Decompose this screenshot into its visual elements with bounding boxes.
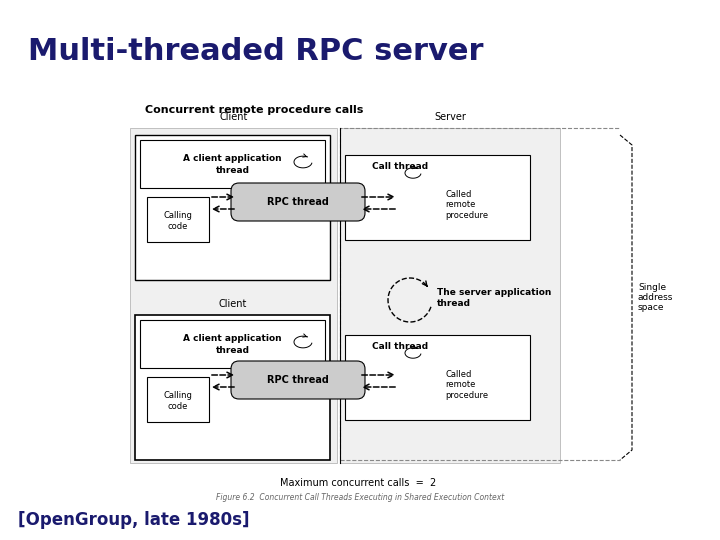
Text: RPC thread: RPC thread [267, 375, 329, 385]
FancyBboxPatch shape [147, 377, 209, 422]
Text: Call thread: Call thread [372, 162, 428, 171]
FancyBboxPatch shape [135, 315, 330, 460]
Text: Calling: Calling [163, 211, 192, 220]
FancyBboxPatch shape [140, 320, 325, 368]
Text: [OpenGroup, late 1980s]: [OpenGroup, late 1980s] [18, 511, 250, 529]
Text: Multi-threaded RPC server: Multi-threaded RPC server [28, 37, 484, 66]
FancyBboxPatch shape [345, 155, 530, 240]
FancyBboxPatch shape [231, 183, 365, 221]
Text: Single
address
space: Single address space [638, 282, 673, 313]
Text: Called
remote
procedure: Called remote procedure [445, 370, 488, 400]
FancyBboxPatch shape [147, 197, 209, 242]
FancyBboxPatch shape [140, 140, 325, 188]
Text: code: code [168, 222, 188, 231]
Text: thread: thread [215, 166, 250, 175]
Text: Server: Server [434, 112, 466, 122]
FancyBboxPatch shape [231, 361, 365, 399]
Text: code: code [168, 402, 188, 411]
FancyBboxPatch shape [340, 128, 560, 463]
FancyBboxPatch shape [345, 335, 530, 420]
Text: A client application: A client application [183, 334, 282, 343]
Text: The server application: The server application [437, 288, 552, 297]
Text: Figure 6.2  Concurrent Call Threads Executing in Shared Execution Context: Figure 6.2 Concurrent Call Threads Execu… [216, 494, 504, 503]
Text: thread: thread [437, 299, 471, 308]
Text: thread: thread [215, 346, 250, 355]
Text: Calling: Calling [163, 391, 192, 400]
Text: Client: Client [218, 299, 247, 309]
Text: RPC thread: RPC thread [267, 197, 329, 207]
Text: Client: Client [220, 112, 248, 122]
FancyBboxPatch shape [135, 135, 330, 280]
Text: A client application: A client application [183, 154, 282, 163]
Text: Maximum concurrent calls  =  2: Maximum concurrent calls = 2 [280, 478, 436, 488]
FancyBboxPatch shape [130, 128, 337, 463]
Text: Called
remote
procedure: Called remote procedure [445, 190, 488, 220]
Text: Call thread: Call thread [372, 342, 428, 351]
Text: Concurrent remote procedure calls: Concurrent remote procedure calls [145, 105, 364, 115]
